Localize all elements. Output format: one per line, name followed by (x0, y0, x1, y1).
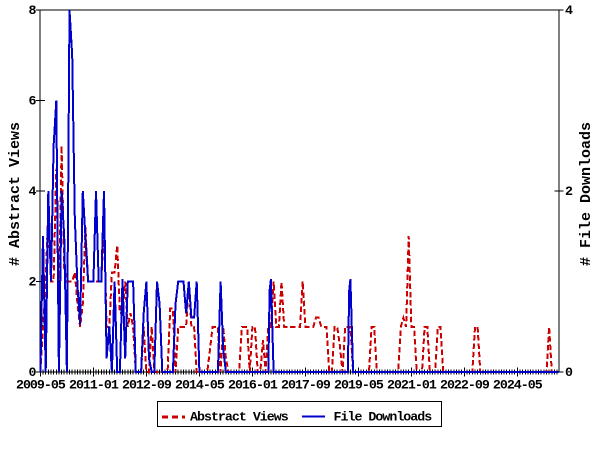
svg-text:6: 6 (29, 94, 37, 109)
svg-text:2009-05: 2009-05 (16, 378, 66, 393)
svg-text:# Abstract Views: # Abstract Views (7, 122, 24, 266)
svg-text:2021-01: 2021-01 (387, 378, 437, 393)
svg-text:2022-09: 2022-09 (440, 378, 490, 393)
svg-text:2019-05: 2019-05 (334, 378, 384, 393)
svg-text:# File Downloads: # File Downloads (578, 122, 595, 266)
svg-text:2: 2 (565, 184, 573, 199)
svg-text:2012-09: 2012-09 (122, 378, 172, 393)
svg-text:0: 0 (29, 365, 37, 380)
svg-text:2014-05: 2014-05 (175, 378, 225, 393)
svg-text:2011-01: 2011-01 (69, 378, 119, 393)
svg-text:2016-01: 2016-01 (228, 378, 278, 393)
svg-text:4: 4 (565, 3, 573, 18)
svg-text:4: 4 (29, 184, 37, 199)
svg-text:2: 2 (29, 275, 37, 290)
svg-text:8: 8 (29, 3, 37, 18)
svg-text:2024-05: 2024-05 (493, 378, 543, 393)
svg-text:2017-09: 2017-09 (281, 378, 331, 393)
svg-text:File Downloads: File Downloads (334, 410, 433, 425)
svg-text:Abstract Views: Abstract Views (190, 410, 289, 425)
svg-text:0: 0 (565, 365, 573, 380)
